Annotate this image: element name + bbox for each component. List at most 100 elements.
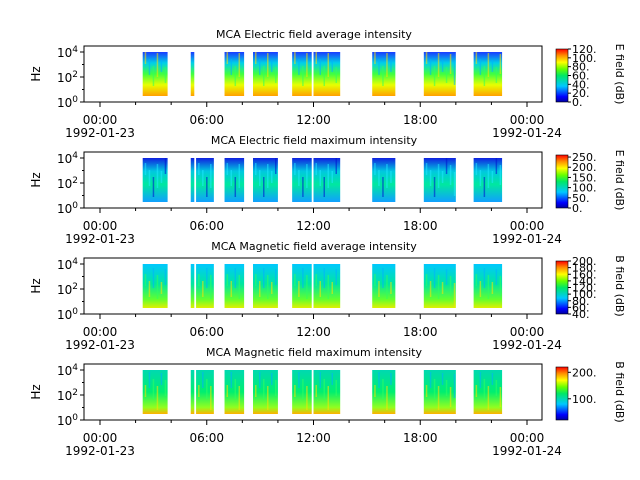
spectrogram-texture — [487, 53, 490, 77]
spectrogram-texture — [495, 380, 498, 396]
spectrogram-texture — [164, 158, 167, 174]
spectrogram-texture — [230, 372, 233, 388]
x-tick-label: 06:00 — [189, 219, 224, 233]
spectrogram-texture — [445, 67, 448, 83]
colorbar-tick-label: 100. — [572, 393, 597, 406]
x-tick-label: 12:00 — [296, 113, 331, 127]
spectrogram-texture — [449, 276, 452, 296]
colorbar-tick-label: 0. — [572, 96, 583, 109]
colorbar-tick-label: 40. — [572, 308, 590, 321]
spectrogram-texture — [259, 372, 261, 388]
spectrogram-texture — [148, 281, 151, 297]
spectrogram-texture — [275, 269, 277, 285]
spectrogram-texture — [479, 170, 482, 186]
spectrogram-texture — [491, 60, 494, 72]
spectrogram-texture — [302, 177, 304, 197]
spectrogram-texture — [255, 274, 257, 286]
spectrogram-texture — [483, 379, 486, 399]
spectrogram-texture — [271, 282, 273, 294]
spectrogram-texture — [453, 283, 456, 307]
x-tick-label: 18:00 — [403, 113, 438, 127]
panel-1: MCA Electric field average intensity 100 1… — [29, 28, 626, 140]
spectrogram-texture — [148, 59, 151, 75]
spectrogram-block — [196, 158, 214, 202]
spectrogram-texture — [198, 163, 200, 175]
spectrogram-texture — [144, 385, 147, 397]
colorbar — [555, 48, 569, 103]
spectrogram-texture — [374, 163, 376, 175]
spectrogram-block — [142, 264, 168, 308]
spectrogram-texture — [267, 53, 269, 77]
spectrogram-texture — [206, 268, 208, 288]
colorbar-tick-label: 160. — [572, 268, 597, 281]
spectrogram-texture — [475, 385, 478, 397]
x-tick-label: 18:00 — [403, 325, 438, 339]
x-date-label: 1992-01-24 — [492, 232, 562, 246]
spectrogram-texture — [234, 66, 237, 86]
spectrogram-texture — [226, 163, 229, 175]
spectrogram-texture — [491, 282, 494, 294]
y-tick-label: 104 — [57, 257, 78, 272]
x-tick-label: 18:00 — [403, 431, 438, 445]
x-date-label: 1992-01-23 — [65, 444, 135, 458]
y-tick-label: 104 — [57, 151, 78, 166]
spectrogram-texture — [255, 385, 257, 397]
colorbar-tick-label: 100. — [572, 52, 597, 65]
spectrogram-texture — [437, 275, 440, 299]
spectrogram-texture — [275, 67, 277, 83]
spectrogram-texture — [425, 52, 428, 64]
colorbar-tick-label: 120. — [572, 43, 597, 56]
colorbar-tick-label: 250. — [572, 151, 597, 164]
spectrogram-texture — [445, 269, 448, 285]
spectrogram-texture — [483, 66, 486, 86]
spectrogram-texture — [382, 66, 384, 86]
colorbar — [555, 154, 569, 209]
spectrogram-texture — [449, 165, 452, 185]
spectrogram-texture — [234, 379, 237, 399]
spectrogram-texture — [479, 59, 482, 75]
spectrogram-texture — [152, 268, 155, 288]
spectrogram-texture — [449, 387, 452, 407]
spectrogram-texture — [425, 163, 428, 175]
colorbar-tick-label: 0. — [572, 202, 583, 215]
spectrogram-texture — [331, 171, 333, 183]
y-tick-label: 102 — [57, 388, 78, 403]
spectrogram-block — [253, 158, 278, 202]
spectrogram-texture — [445, 158, 448, 174]
spectrogram-texture — [386, 275, 388, 299]
spectrogram-texture — [152, 177, 155, 197]
spectrogram-texture — [374, 385, 376, 397]
x-tick-label: 00:00 — [83, 219, 118, 233]
spectrogram-texture — [441, 373, 444, 385]
spectrogram-texture — [210, 164, 212, 188]
colorbar — [555, 260, 569, 315]
spectrogram-texture — [491, 171, 494, 183]
colorbar-tick-label: 40. — [572, 78, 590, 91]
spectrogram-texture — [259, 170, 261, 186]
x-tick-label: 06:00 — [189, 325, 224, 339]
x-tick-label: 12:00 — [296, 431, 331, 445]
spectrogram-texture — [319, 59, 321, 75]
panel-2: MCA Electric field maximum intensity 100 1… — [29, 134, 626, 246]
spectrogram-texture — [390, 373, 392, 385]
spectrogram-texture — [425, 385, 428, 397]
spectrogram-texture — [164, 67, 167, 83]
spectrogram-texture — [202, 281, 204, 297]
spectrogram-texture — [429, 59, 432, 75]
spectrogram-texture — [390, 60, 392, 72]
spectrogram-texture — [390, 282, 392, 294]
spectrogram-texture — [441, 282, 444, 294]
spectrogram-texture — [226, 274, 229, 286]
spectrogram-texture — [453, 374, 456, 398]
spectrogram-texture — [294, 274, 296, 286]
spectrogram-block — [253, 52, 278, 96]
x-tick-label: 00:00 — [510, 113, 545, 127]
x-date-label: 1992-01-23 — [65, 338, 135, 352]
spectrogram-block — [190, 370, 195, 414]
spectrogram-texture — [429, 281, 432, 297]
spectrogram-texture — [206, 177, 208, 197]
spectrogram-texture — [238, 53, 241, 77]
spectrogram-texture — [386, 386, 388, 410]
spectrogram-texture — [306, 275, 308, 299]
spectrogram-texture — [378, 59, 380, 75]
